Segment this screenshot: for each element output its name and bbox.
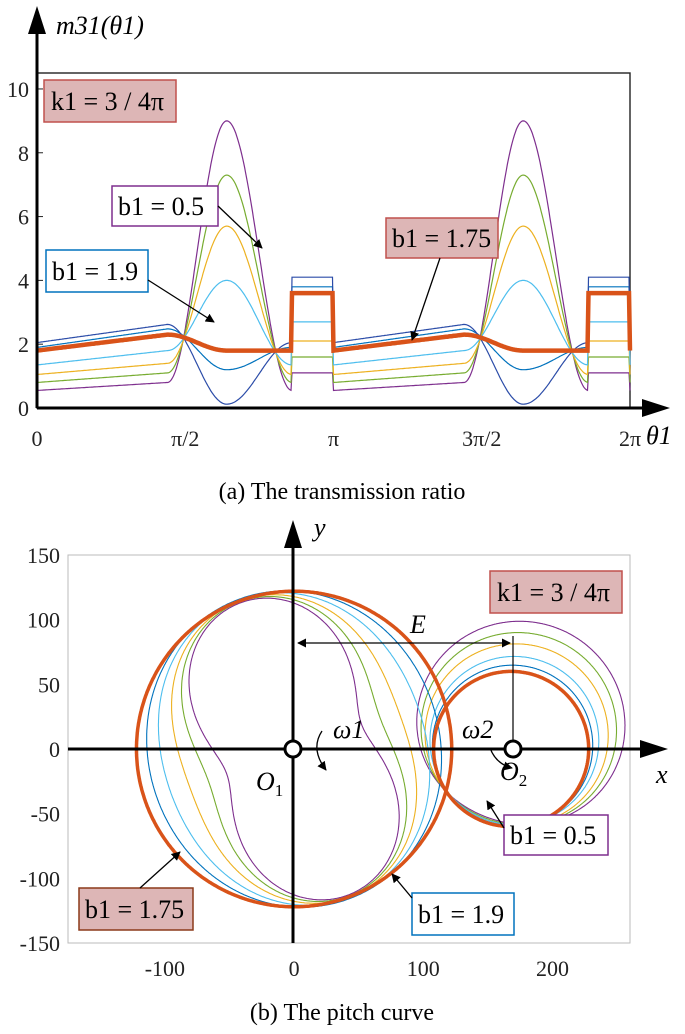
- omega2-label: ω2: [462, 715, 493, 744]
- plot-b-b05-arrow: [486, 800, 505, 829]
- plot-a-series-line: [36, 120, 631, 392]
- plot-a-b19-arrow: [147, 279, 215, 323]
- plot-a-b19-label: b1 = 1.9: [52, 257, 138, 286]
- plot-b-y-tick-label: 150: [27, 543, 60, 568]
- plot-b-x-tick-label: -100: [145, 956, 185, 981]
- plot-b-k1-label: k1 = 3 / 4π: [497, 578, 610, 607]
- plot-b-y-arrowhead: [284, 520, 302, 548]
- plot-a-y-arrowhead: [28, 6, 46, 34]
- plot-a-y-tick-label: 8: [18, 141, 29, 166]
- plot-a-y-tick-label: 4: [18, 268, 29, 293]
- plot-b-y-ticks: -150 -100 -50 0 50 100 150: [20, 543, 60, 956]
- plot-b-x-tick-label: 0: [289, 956, 300, 981]
- plot-b-y-tick-label: 100: [27, 608, 60, 633]
- plot-a-xlabel: θ1: [646, 421, 672, 450]
- plot-b-ylabel: y: [311, 513, 326, 542]
- plot-b-y-tick-label: -50: [31, 802, 60, 827]
- omega1-arc: [316, 730, 327, 771]
- plot-b-x-arrowhead: [640, 740, 668, 758]
- plot-a-y-tick-label: 6: [18, 205, 29, 230]
- plot-a-curves: [36, 120, 633, 405]
- plot-a-b05-box: [111, 185, 219, 227]
- plot-a-x-tick-label: π: [328, 426, 339, 451]
- plot-b-b19-label: b1 = 1.9: [418, 900, 504, 929]
- dimension-label-e: E: [409, 610, 426, 639]
- center-o1-label: O1: [256, 767, 283, 800]
- center-o1-marker: [283, 739, 303, 759]
- plot-a-series-line: [36, 174, 631, 384]
- center-o2-marker: [503, 739, 523, 759]
- plot-a-x-tick-label: 2π: [619, 426, 641, 451]
- plot-a-b175-arrow: [410, 257, 441, 341]
- plot-b-x-ticks: -100 0 100 200: [145, 956, 569, 981]
- plot-b-b175-box: [78, 887, 194, 931]
- plot-b-b175-arrow: [139, 851, 181, 889]
- plot-b-b05-box: [503, 814, 609, 856]
- plot-b-y-tick-label: 50: [38, 672, 60, 697]
- plot-b-x-tick-label: 100: [407, 956, 440, 981]
- plot-a-series-line: [36, 279, 631, 366]
- plot-a-b19-box: [45, 249, 149, 293]
- plot-b-y-tick-label: 0: [49, 737, 60, 762]
- plot-a-x-arrowhead: [642, 399, 670, 417]
- panel-a: 0 2 4 6 8 10 0 π/2 π 3π/2 2π m31(θ1) θ1 k1 = 3 / …: [7, 6, 672, 505]
- plot-a-x-ticks: 0 π/2 π 3π/2 2π: [32, 426, 642, 451]
- plot-b-b175-label: b1 = 1.75: [85, 895, 184, 924]
- plot-a-k1-label: k1 = 3 / 4π: [51, 87, 164, 116]
- plot-a-x-tick-label: π/2: [171, 426, 199, 451]
- plot-a-k1-box: [43, 79, 177, 123]
- plot-a-b175-box: [385, 217, 499, 259]
- plot-b-b05-label: b1 = 0.5: [510, 821, 596, 850]
- plot-b-y-tick-label: -100: [20, 866, 60, 891]
- omega1-label: ω1: [333, 715, 364, 744]
- center-o2-label: O2: [500, 757, 527, 790]
- omega2-arc: [489, 747, 513, 771]
- caption-b: (b) The pitch curve: [250, 1000, 434, 1026]
- plot-b-xlabel: x: [655, 760, 668, 789]
- plot-a-x-tick-label: 3π/2: [462, 426, 501, 451]
- plot-b-k1-box: [489, 570, 623, 614]
- plot-b-y-tick-label: -150: [20, 931, 60, 956]
- plot-a-y-tick-label: 2: [18, 332, 29, 357]
- plot-a-b05-label: b1 = 0.5: [118, 192, 204, 221]
- plot-b-x-tick-label: 200: [536, 956, 569, 981]
- plot-a-series-line: [36, 290, 633, 354]
- plot-b-b19-box: [411, 892, 515, 936]
- plot-a-series-line: [36, 225, 631, 376]
- plot-a-b05-arrow: [217, 205, 263, 249]
- plot-a-y-tick-label: 10: [7, 77, 29, 102]
- plot-a-x-tick-label: 0: [32, 426, 43, 451]
- plot-a-y-tick-label: 0: [18, 396, 29, 421]
- plot-b-b19-arrow: [391, 873, 413, 899]
- caption-a: (a) The transmission ratio: [219, 479, 466, 505]
- plot-a-b175-label: b1 = 1.75: [392, 224, 491, 253]
- plot-a-ylabel: m31(θ1): [56, 11, 144, 40]
